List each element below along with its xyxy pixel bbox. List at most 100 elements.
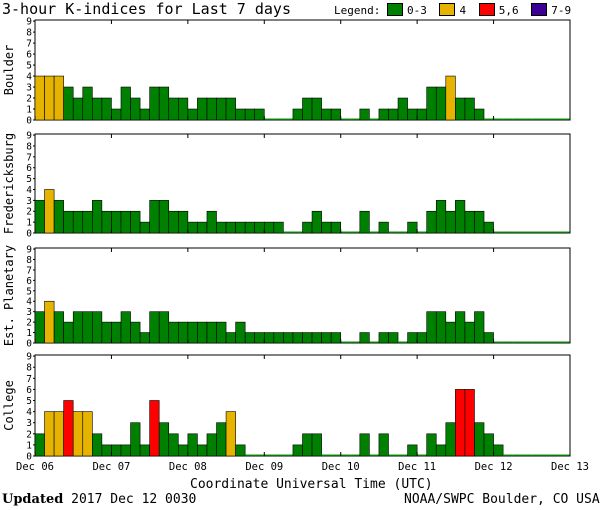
- legend-label: Legend:: [334, 4, 381, 17]
- k-index-bar: [464, 210, 475, 234]
- k-index-bar: [197, 321, 208, 344]
- y-tick-label: 7: [26, 152, 32, 163]
- k-index-bar: [82, 86, 93, 121]
- k-index-bar: [464, 389, 475, 457]
- k-index-bar: [483, 433, 494, 457]
- y-tick-label: 7: [26, 374, 32, 385]
- k-index-bar: [225, 411, 236, 457]
- y-tick-label: 5: [26, 396, 32, 407]
- legend-swatch-purple: [531, 3, 548, 16]
- k-index-bar: [330, 332, 342, 344]
- k-index-bar: [187, 221, 198, 234]
- x-tick-label: Dec 10: [322, 461, 360, 473]
- k-index-bar: [82, 411, 93, 457]
- y-tick-label: 3: [26, 196, 32, 207]
- updated-label: Updated: [2, 492, 64, 507]
- k-index-bar: [407, 444, 418, 457]
- k-index-bar: [101, 210, 112, 234]
- k-index-bar: [244, 108, 256, 121]
- k-index-chart: 0123456789Boulder0123456789Fredericksbur…: [2, 17, 589, 473]
- k-index-bar: [445, 75, 456, 121]
- k-index-bar: [455, 389, 466, 457]
- y-tick-label: 6: [26, 385, 32, 396]
- k-index-bar: [216, 221, 227, 234]
- y-tick-label: 2: [26, 207, 32, 218]
- k-index-bar: [292, 332, 303, 344]
- legend-item-label: 4: [459, 4, 467, 17]
- k-index-bar: [407, 332, 418, 344]
- k-index-bar: [72, 210, 84, 234]
- y-tick-label: 9: [26, 131, 32, 142]
- k-index-bar: [101, 321, 112, 344]
- legend-item-label: 7-9: [551, 4, 572, 17]
- y-tick-label: 6: [26, 276, 32, 287]
- y-tick-label: 0: [26, 229, 32, 240]
- k-index-bar: [216, 97, 227, 121]
- k-index-bar: [225, 97, 236, 121]
- y-tick-label: 4: [26, 297, 32, 308]
- updated-value: 2017 Dec 12 0030: [71, 492, 197, 507]
- k-index-bar: [120, 210, 131, 234]
- y-tick-label: 4: [26, 72, 32, 83]
- k-index-bar: [388, 108, 399, 121]
- x-tick-label: Dec 06: [16, 461, 54, 473]
- k-index-bar: [44, 75, 55, 121]
- y-tick-label: 2: [26, 94, 32, 105]
- k-index-bar: [63, 210, 74, 234]
- k-index-bar: [321, 108, 332, 121]
- k-index-bar: [244, 221, 256, 234]
- k-index-bar: [263, 221, 275, 234]
- credit-text: NOAA/SWPC Boulder, CO USA: [404, 492, 600, 507]
- k-index-bar: [168, 210, 179, 234]
- legend-item-0-3: 0-3: [386, 3, 427, 17]
- k-index-bar: [158, 86, 170, 121]
- k-index-bar: [92, 433, 103, 457]
- k-index-bar: [445, 422, 456, 457]
- k-index-bar: [359, 332, 370, 344]
- k-index-bar: [474, 108, 485, 121]
- k-index-bar: [474, 422, 485, 457]
- k-index-bar: [130, 97, 141, 121]
- k-index-bar: [92, 200, 103, 234]
- k-index-bar: [416, 332, 427, 344]
- k-index-bar: [168, 433, 179, 457]
- k-index-bar: [311, 210, 322, 234]
- k-index-bar: [34, 433, 45, 457]
- x-tick-label: Dec 09: [245, 461, 283, 473]
- k-index-bar: [139, 444, 150, 457]
- x-tick-label: Dec 08: [169, 461, 207, 473]
- k-index-bar: [273, 332, 284, 344]
- k-index-bar: [435, 86, 447, 121]
- x-axis-label: Coordinate Universal Time (UTC): [190, 477, 433, 492]
- k-index-bar: [435, 311, 447, 344]
- x-tick-label: Dec 11: [398, 461, 436, 473]
- k-index-bar: [178, 97, 189, 121]
- y-tick-label: 1: [26, 105, 32, 116]
- y-tick-label: 0: [26, 339, 32, 350]
- k-index-bar: [120, 311, 131, 344]
- k-index-bar: [178, 444, 189, 457]
- k-index-bar: [235, 221, 246, 234]
- y-tick-label: 3: [26, 418, 32, 429]
- panel-label: Fredericksburg: [2, 133, 16, 234]
- k-index-bar: [72, 411, 84, 457]
- legend: Legend: 0-3 4 5,6 7-9: [334, 3, 577, 17]
- k-index-bar: [254, 221, 265, 234]
- k-index-bar: [407, 221, 418, 234]
- k-index-bar: [464, 321, 475, 344]
- k-index-bar: [455, 97, 466, 121]
- k-index-bar: [101, 97, 112, 121]
- legend-item-4: 4: [439, 3, 466, 17]
- k-index-bar: [378, 433, 389, 457]
- y-tick-label: 5: [26, 174, 32, 185]
- y-tick-label: 1: [26, 218, 32, 229]
- k-index-bar: [311, 332, 322, 344]
- y-tick-label: 7: [26, 265, 32, 276]
- k-index-bar: [426, 210, 437, 234]
- y-tick-label: 9: [26, 352, 32, 363]
- k-index-bar: [455, 311, 466, 344]
- legend-swatch-green: [386, 3, 403, 16]
- x-tick-label: Dec 07: [92, 461, 130, 473]
- legend-item-label: 0-3: [406, 4, 427, 17]
- k-index-bar: [235, 444, 246, 457]
